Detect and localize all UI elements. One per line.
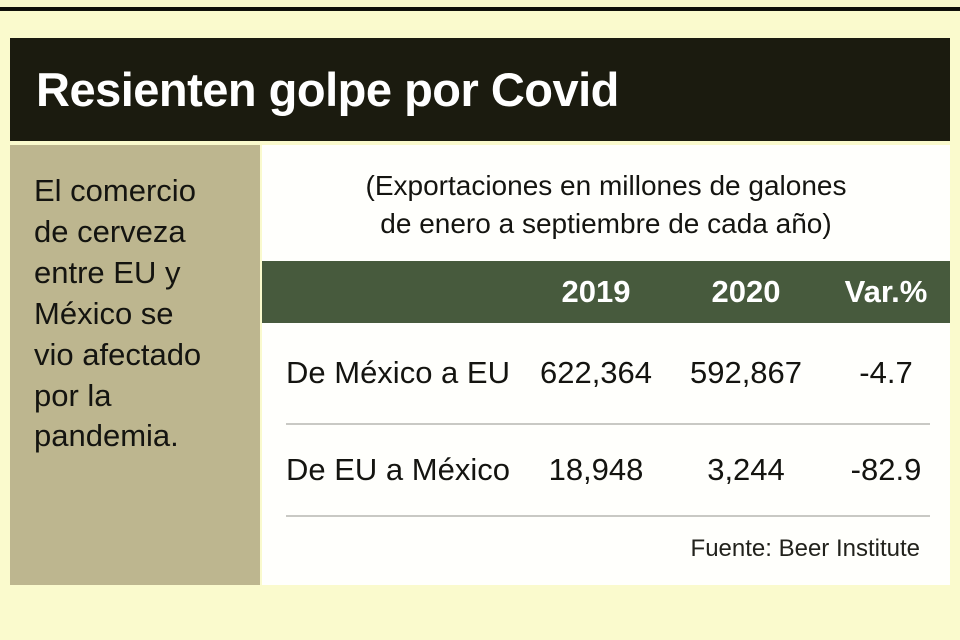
sidebar-caption-line: vio afectado — [34, 336, 202, 372]
column-header-var: Var.% — [844, 274, 928, 310]
source-note: Fuente: Beer Institute — [690, 535, 920, 563]
cell-2019: 18,948 — [548, 452, 644, 488]
sidebar-caption-line: por la — [34, 377, 112, 413]
sidebar-caption-line: México se — [34, 295, 174, 331]
sidebar-caption-line: entre EU y — [34, 254, 181, 290]
chart-subtitle-line: de enero a septiembre de cada año) — [380, 208, 832, 240]
table-header-row: 2019 2020 Var.% — [262, 261, 950, 324]
sidebar-caption: El comercio de cerveza entre EU y México… — [34, 171, 260, 457]
sidebar-caption-line: El comercio — [34, 173, 196, 208]
row-divider — [286, 515, 930, 518]
cell-var: -4.7 — [859, 355, 913, 391]
column-header-2020: 2020 — [711, 274, 781, 310]
top-border-line — [0, 7, 960, 11]
sidebar-caption-line: de cerveza — [34, 213, 186, 249]
chart-subtitle-line: (Exportaciones en millones de galones — [365, 170, 847, 201]
cell-2020: 3,244 — [707, 452, 785, 488]
table-panel: (Exportaciones en millones de galones de… — [262, 145, 950, 585]
column-header-2019: 2019 — [561, 274, 631, 310]
cell-2019: 622,364 — [539, 355, 653, 391]
row-label: De México a EU — [286, 355, 510, 391]
row-divider — [286, 423, 930, 426]
table-row-eu-to-mexico: De EU a México 18,948 3,244 -82.9 — [262, 425, 950, 515]
cell-2020: 592,867 — [689, 355, 803, 391]
sidebar-caption-line: pandemia. — [34, 418, 179, 454]
table-row-mexico-to-eu: De México a EU 622,364 592,867 -4.7 — [262, 323, 950, 423]
cell-var: -82.9 — [850, 452, 922, 488]
header-bar: Resienten golpe por Covid — [10, 38, 950, 141]
chart-subtitle: (Exportaciones en millones de galones de… — [262, 145, 950, 243]
row-label: De EU a México — [286, 452, 510, 488]
page-title: Resienten golpe por Covid — [36, 63, 619, 116]
sidebar: El comercio de cerveza entre EU y México… — [10, 145, 260, 585]
